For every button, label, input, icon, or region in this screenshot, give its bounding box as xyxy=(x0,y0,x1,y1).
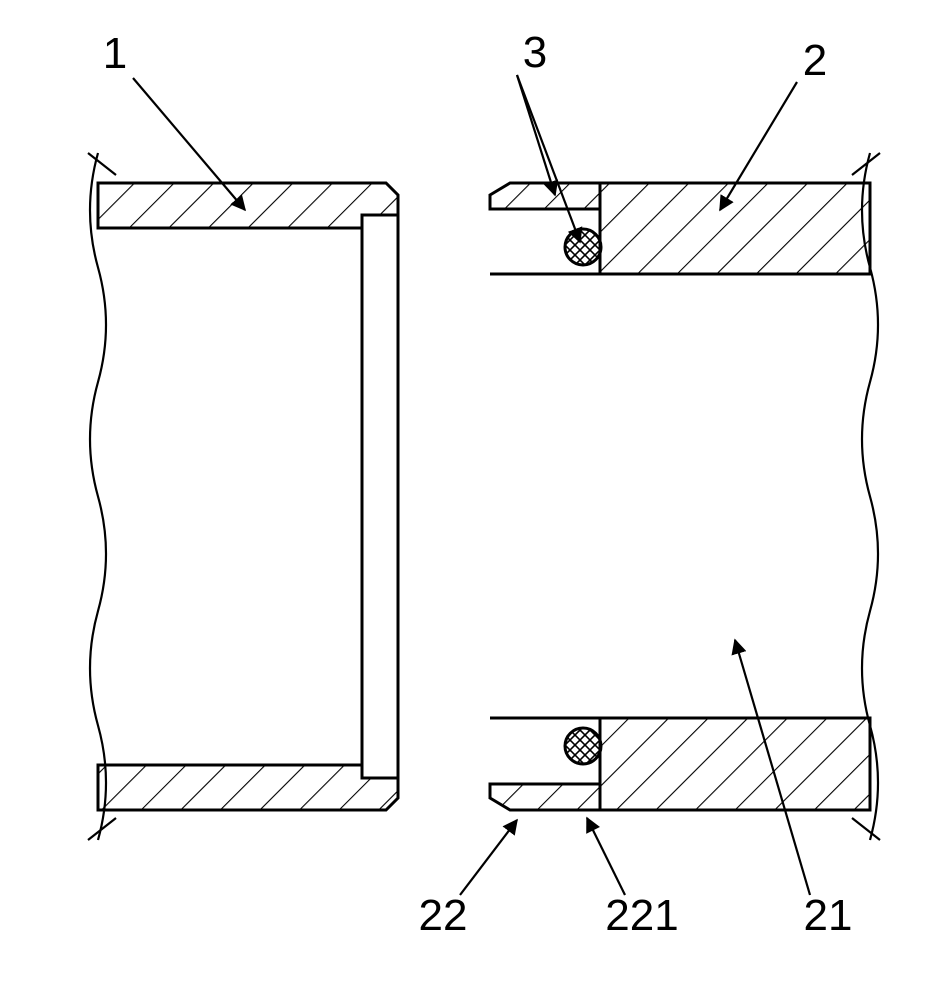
right-break-bot-tick xyxy=(852,818,880,840)
seal-bot xyxy=(565,728,601,764)
left-wall-bottom xyxy=(98,765,398,810)
label-l3: 3 xyxy=(523,28,547,77)
left-wall-top xyxy=(98,183,398,228)
label-l2: 2 xyxy=(803,36,827,85)
right-bot-block xyxy=(600,718,870,810)
label-l221: 221 xyxy=(605,891,678,940)
label-l21: 21 xyxy=(804,891,853,940)
right-top-block xyxy=(600,183,870,274)
leader-l221 xyxy=(587,818,625,895)
leader-l3 xyxy=(517,75,580,242)
left-break-line xyxy=(90,153,106,840)
label-l22: 22 xyxy=(419,891,468,940)
right-bot-lip xyxy=(490,784,600,810)
seal-top xyxy=(565,229,601,265)
label-l1: 1 xyxy=(103,29,127,78)
left-break-top-tick xyxy=(88,153,116,175)
leader-l22 xyxy=(460,820,517,895)
right-top-lip xyxy=(490,183,600,209)
left-flange-face xyxy=(362,215,398,778)
